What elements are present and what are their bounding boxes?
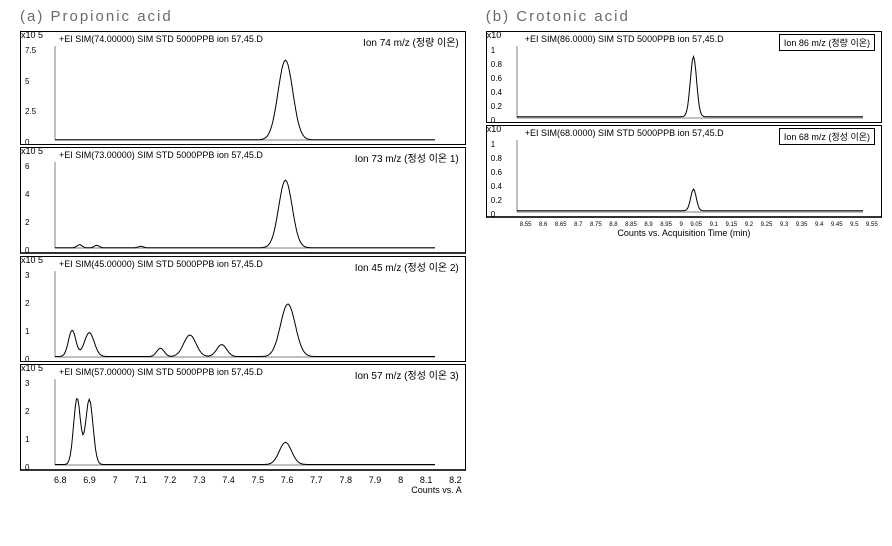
ytick-label: 2 — [25, 299, 29, 308]
chart-panel: x10 +EI SIM(68.0000) SIM STD 5000PPB ion… — [486, 125, 882, 218]
ytick-label: 1 — [491, 46, 495, 55]
xticks-b: 8.558.68.658.78.758.88.858.98.9599.059.1… — [486, 220, 882, 228]
ytick-label: 0.4 — [491, 88, 502, 97]
xcaption-b: Counts vs. Acquisition Time (min) — [486, 228, 882, 242]
column-propionic: (a) Propionic acid x10 5 +EI SIM(74.0000… — [0, 0, 476, 546]
title-a: (a) Propionic acid — [20, 0, 466, 31]
ion-label: Ion 68 m/z (정성 이온) — [779, 128, 875, 145]
ion-label: Ion 86 m/z (정량 이온) — [779, 34, 875, 51]
ytick-label: 0 — [491, 210, 495, 219]
y-multiplier: x10 — [487, 124, 502, 134]
y-multiplier: x10 5 — [21, 363, 43, 373]
ytick-label: 7.5 — [25, 46, 36, 55]
xtick-label: 7.6 — [281, 475, 294, 485]
xtick-label: 7.7 — [310, 475, 323, 485]
xtick-label: 7.9 — [369, 475, 382, 485]
ion-label: Ion 74 m/z (정량 이온) — [363, 34, 459, 49]
ion-label: Ion 73 m/z (정성 이온 1) — [355, 150, 459, 165]
ytick-label: 1 — [25, 327, 29, 336]
y-multiplier: x10 5 — [21, 255, 43, 265]
chart-panel: x10 5 +EI SIM(74.00000) SIM STD 5000PPB … — [20, 31, 466, 145]
panel-header: +EI SIM(74.00000) SIM STD 5000PPB ion 57… — [59, 34, 263, 44]
panels-b: x10 +EI SIM(86.0000) SIM STD 5000PPB ion… — [486, 31, 882, 220]
ytick-label: 3 — [25, 271, 29, 280]
chart-panel: x10 +EI SIM(86.0000) SIM STD 5000PPB ion… — [486, 31, 882, 123]
panel-header: +EI SIM(86.0000) SIM STD 5000PPB ion 57,… — [525, 34, 724, 44]
y-multiplier: x10 — [487, 30, 502, 40]
panel-header: +EI SIM(68.0000) SIM STD 5000PPB ion 57,… — [525, 128, 724, 138]
ytick-label: 2 — [25, 407, 29, 416]
ytick-label: 1 — [25, 435, 29, 444]
xtick-label: 7 — [113, 475, 118, 485]
chart-panel: x10 5 +EI SIM(73.00000) SIM STD 5000PPB … — [20, 147, 466, 254]
xtick-label: 7.2 — [164, 475, 177, 485]
xtick-label: 7.5 — [252, 475, 265, 485]
xtick-label: 8.1 — [420, 475, 433, 485]
ytick-label: 0 — [25, 246, 29, 255]
ytick-label: 2.5 — [25, 107, 36, 116]
root: (a) Propionic acid x10 5 +EI SIM(74.0000… — [0, 0, 892, 546]
xtick-label: 6.8 — [54, 475, 67, 485]
ytick-label: 0.2 — [491, 196, 502, 205]
xcaption-a: Counts vs. A — [20, 485, 466, 499]
ytick-label: 0.8 — [491, 154, 502, 163]
xtick-label: 7.4 — [222, 475, 235, 485]
xtick-label: 7.8 — [339, 475, 352, 485]
ytick-label: 0.6 — [491, 168, 502, 177]
panel-header: +EI SIM(73.00000) SIM STD 5000PPB ion 57… — [59, 150, 263, 160]
ytick-label: 1 — [491, 140, 495, 149]
ytick-label: 5 — [25, 77, 29, 86]
panel-header: +EI SIM(57.00000) SIM STD 5000PPB ion 57… — [59, 367, 263, 377]
ytick-label: 4 — [25, 190, 29, 199]
column-crotonic: (b) Crotonic acid x10 +EI SIM(86.0000) S… — [476, 0, 892, 546]
ion-label: Ion 57 m/z (정성 이온 3) — [355, 367, 459, 382]
xtick-label: 7.1 — [134, 475, 147, 485]
ytick-label: 0 — [25, 463, 29, 472]
ion-label: Ion 45 m/z (정성 이온 2) — [355, 259, 459, 274]
ytick-label: 0.4 — [491, 182, 502, 191]
ytick-label: 0.8 — [491, 60, 502, 69]
y-multiplier: x10 5 — [21, 146, 43, 156]
chart-panel: x10 5 +EI SIM(45.00000) SIM STD 5000PPB … — [20, 256, 466, 362]
ytick-label: 6 — [25, 162, 29, 171]
xtick-label: 8.2 — [449, 475, 462, 485]
ytick-label: 0.2 — [491, 102, 502, 111]
y-multiplier: x10 5 — [21, 30, 43, 40]
ytick-label: 0.6 — [491, 74, 502, 83]
ytick-label: 2 — [25, 218, 29, 227]
xtick-label: 6.9 — [83, 475, 96, 485]
xtick-label: 8 — [398, 475, 403, 485]
panel-header: +EI SIM(45.00000) SIM STD 5000PPB ion 57… — [59, 259, 263, 269]
ytick-label: 3 — [25, 379, 29, 388]
xtick-label: 7.3 — [193, 475, 206, 485]
title-b: (b) Crotonic acid — [486, 0, 882, 31]
xticks-a: 6.8 6.9 7 7.1 7.2 7.3 7.4 7.5 7.6 7.7 7.8 7.9 8 8.1 8.… — [20, 473, 466, 485]
chart-panel: x10 5 +EI SIM(57.00000) SIM STD 5000PPB … — [20, 364, 466, 471]
panels-a: x10 5 +EI SIM(74.00000) SIM STD 5000PPB … — [20, 31, 466, 473]
